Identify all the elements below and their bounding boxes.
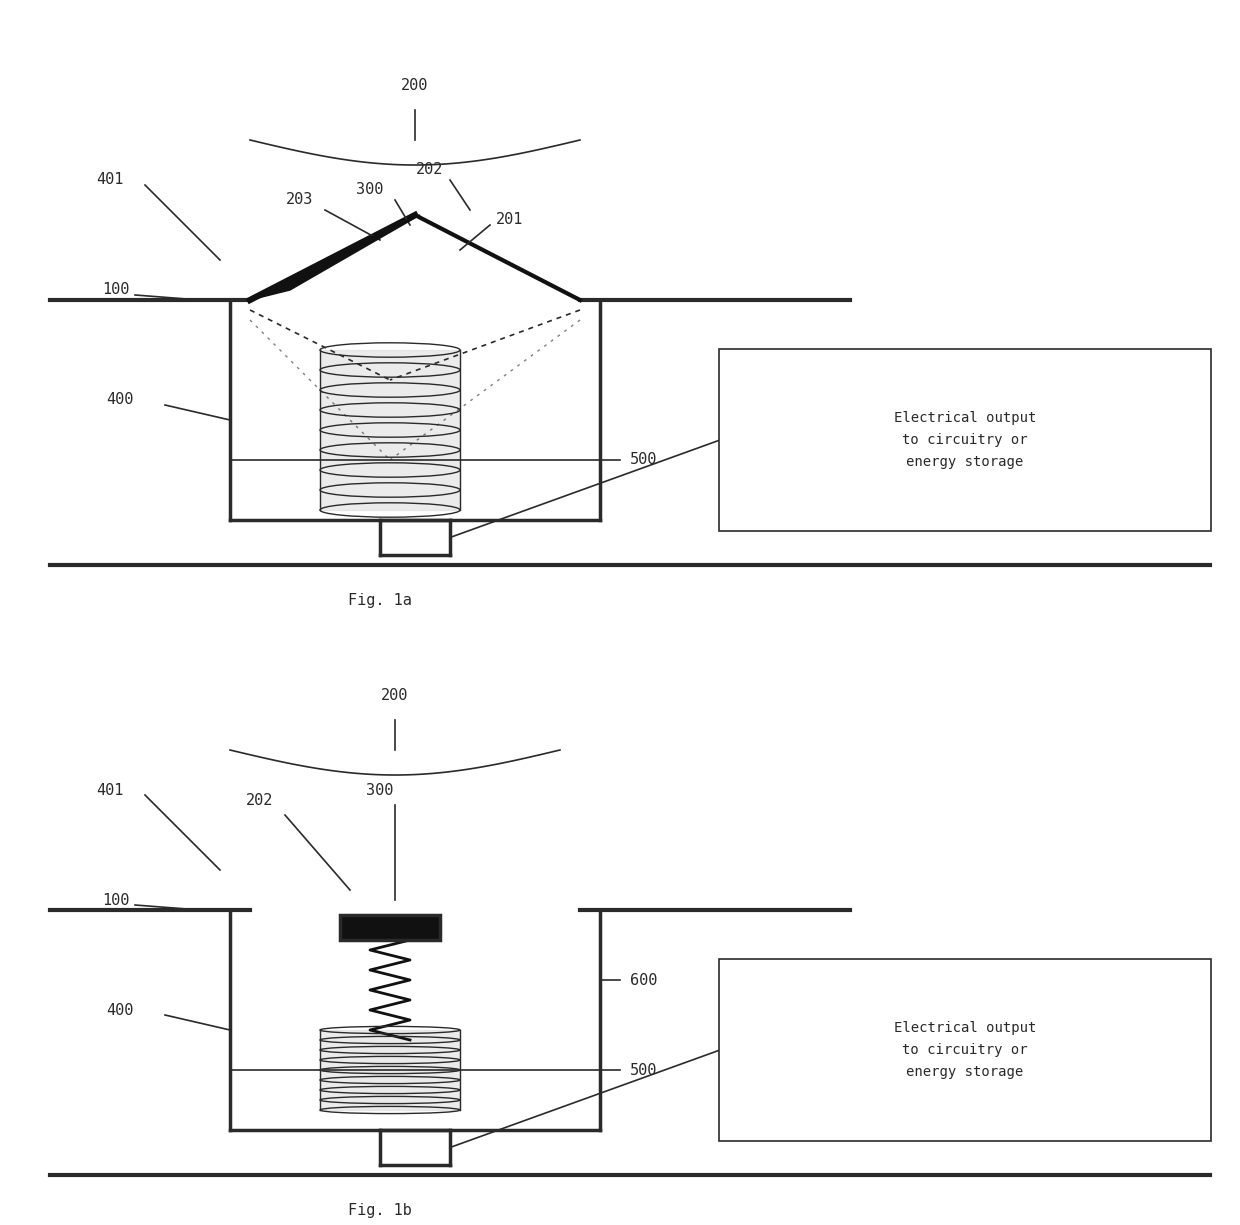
Text: 300: 300 [366, 783, 393, 797]
Text: 100: 100 [103, 893, 130, 908]
Text: 202: 202 [417, 163, 444, 178]
Text: 201: 201 [496, 212, 523, 228]
Text: 401: 401 [97, 173, 124, 187]
Text: Fig. 1b: Fig. 1b [348, 1203, 412, 1218]
Text: 100: 100 [103, 283, 130, 298]
Text: 200: 200 [402, 77, 429, 93]
Polygon shape [250, 216, 420, 300]
Text: 203: 203 [286, 192, 314, 207]
Text: 202: 202 [247, 793, 274, 807]
FancyBboxPatch shape [719, 349, 1211, 530]
Text: 500: 500 [630, 1062, 657, 1078]
Text: 600: 600 [630, 973, 657, 987]
Text: 300: 300 [356, 183, 383, 197]
Text: Fig. 1a: Fig. 1a [348, 593, 412, 608]
Text: 400: 400 [107, 1002, 134, 1018]
Text: Electrical output
to circuitry or
energy storage: Electrical output to circuitry or energy… [894, 1022, 1037, 1079]
Text: Electrical output
to circuitry or
energy storage: Electrical output to circuitry or energy… [894, 412, 1037, 469]
Text: 500: 500 [630, 452, 657, 468]
Text: 401: 401 [97, 783, 124, 797]
Text: 400: 400 [107, 392, 134, 408]
FancyBboxPatch shape [719, 959, 1211, 1140]
Bar [340, 915, 440, 940]
Text: 200: 200 [382, 687, 409, 702]
